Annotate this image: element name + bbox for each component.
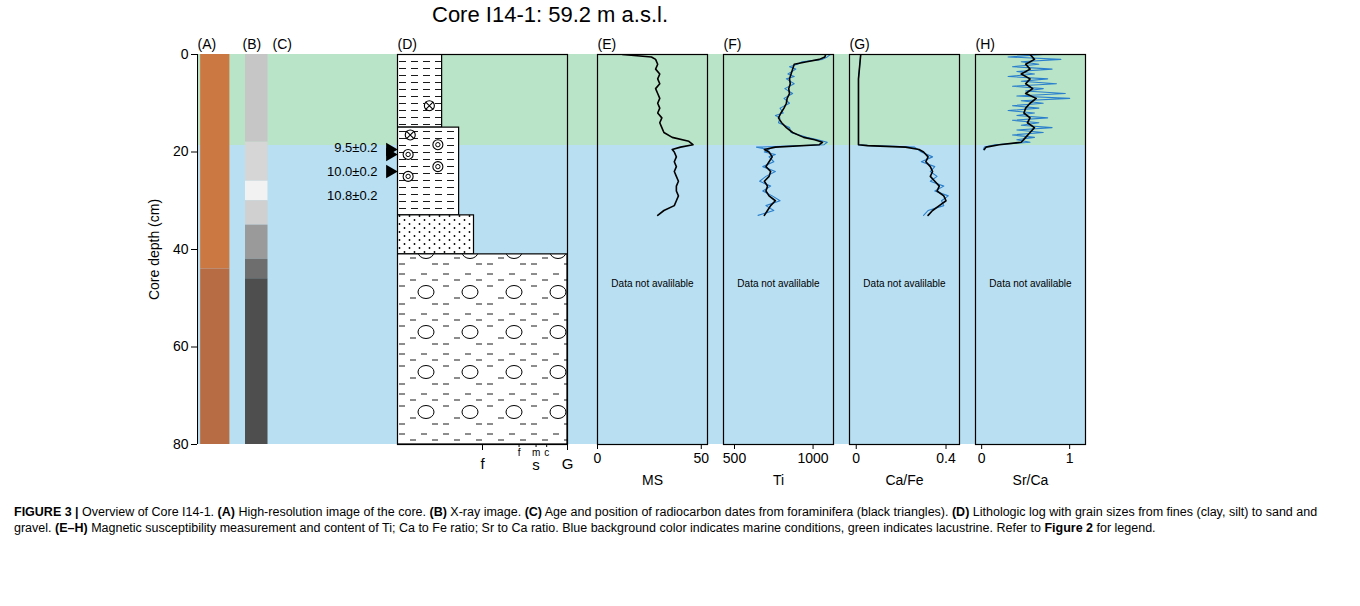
svg-text:f: f <box>518 447 521 458</box>
svg-text:Core depth (cm): Core depth (cm) <box>146 199 162 300</box>
svg-text:Ti: Ti <box>773 472 784 488</box>
svg-text:c: c <box>544 447 549 458</box>
svg-text:40: 40 <box>173 241 189 257</box>
svg-text:Ca/Fe: Ca/Fe <box>885 472 923 488</box>
svg-text:20: 20 <box>173 143 189 159</box>
svg-text:60: 60 <box>173 338 189 354</box>
svg-text:G: G <box>562 455 574 472</box>
svg-text:Sr/Ca: Sr/Ca <box>1013 472 1049 488</box>
svg-text:1000: 1000 <box>797 450 828 466</box>
svg-text:Data not avalilable: Data not avalilable <box>611 278 694 289</box>
svg-text:0: 0 <box>852 450 860 466</box>
svg-text:0: 0 <box>594 450 602 466</box>
svg-text:(E): (E) <box>598 36 617 52</box>
svg-text:80: 80 <box>173 436 189 452</box>
svg-text:0.4: 0.4 <box>936 450 956 466</box>
svg-text:9.5±0.2: 9.5±0.2 <box>334 140 377 155</box>
svg-text:s: s <box>532 456 540 473</box>
svg-text:0: 0 <box>978 450 986 466</box>
svg-text:(A): (A) <box>198 36 217 52</box>
svg-text:(G): (G) <box>850 36 870 52</box>
svg-text:(H): (H) <box>976 36 995 52</box>
svg-text:10.0±0.2: 10.0±0.2 <box>327 164 378 179</box>
svg-text:(C): (C) <box>273 36 292 52</box>
svg-text:10.8±0.2: 10.8±0.2 <box>327 188 378 203</box>
svg-text:0: 0 <box>181 46 189 62</box>
svg-text:Data not avalilable: Data not avalilable <box>989 278 1072 289</box>
html-text:FIGURE 3 | Overview of Core I1: FIGURE 3 | Overview of Core I14-1. (A) H… <box>14 505 1318 535</box>
svg-text:50: 50 <box>693 450 709 466</box>
svg-text:m: m <box>531 446 541 458</box>
svg-text:(D): (D) <box>398 36 417 52</box>
svg-text:f: f <box>480 455 485 472</box>
html-text:Core I14-1: 59.2 m a.s.l.: Core I14-1: 59.2 m a.s.l. <box>432 2 668 27</box>
svg-text:(F): (F) <box>724 36 742 52</box>
svg-text:Data not avalilable: Data not avalilable <box>737 278 820 289</box>
svg-text:(B): (B) <box>243 36 262 52</box>
svg-text:500: 500 <box>723 450 747 466</box>
svg-text:1: 1 <box>1066 450 1074 466</box>
svg-text:Data not avalilable: Data not avalilable <box>863 278 946 289</box>
svg-text:MS: MS <box>642 472 663 488</box>
